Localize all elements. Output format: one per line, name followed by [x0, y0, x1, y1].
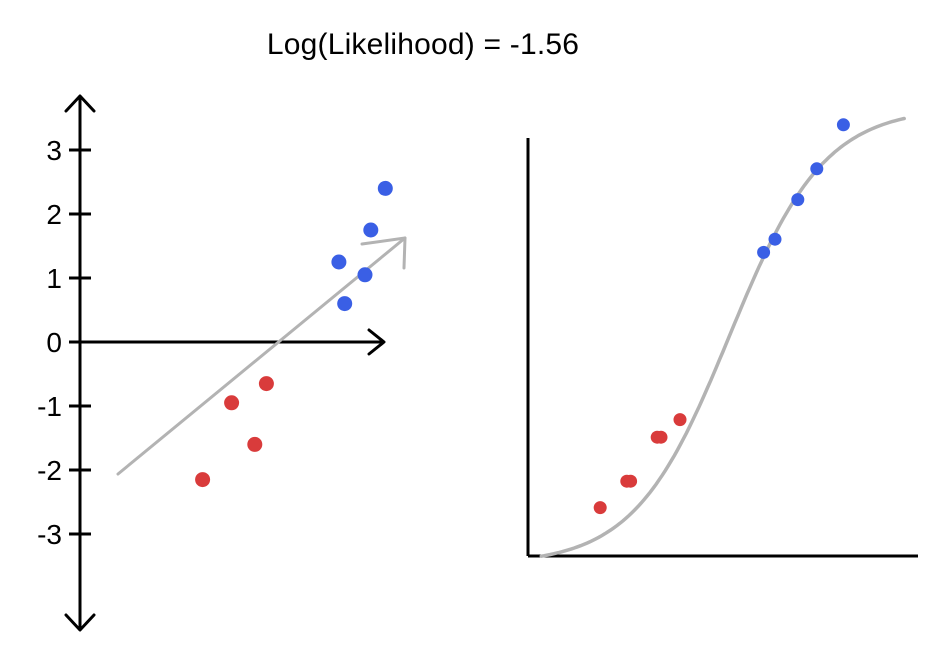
- y-tick-label: 3: [46, 135, 62, 166]
- y-tick-label: 2: [46, 199, 62, 230]
- data-point: [836, 118, 850, 132]
- data-point: [195, 472, 211, 488]
- data-point: [363, 222, 379, 238]
- y-axis-top-arrowhead: [64, 94, 96, 113]
- data-point: [331, 254, 347, 270]
- data-point: [673, 413, 687, 427]
- data-point: [357, 267, 373, 283]
- data-point: [791, 193, 805, 207]
- projection-arrowhead: [360, 236, 407, 270]
- data-point: [624, 474, 638, 488]
- data-point: [757, 245, 771, 259]
- projection-arrow-line: [116, 236, 407, 476]
- y-tick-label: -2: [37, 455, 62, 486]
- data-point: [258, 376, 274, 392]
- data-point: [810, 162, 824, 176]
- y-tick-label: -3: [37, 519, 62, 550]
- data-point: [377, 180, 393, 196]
- data-point: [247, 436, 263, 452]
- x-axis-arrowhead: [367, 328, 386, 356]
- data-point: [593, 501, 607, 515]
- data-point: [654, 430, 668, 444]
- y-tick-label: 1: [46, 263, 62, 294]
- data-point: [224, 395, 240, 411]
- y-tick-label: -1: [37, 391, 62, 422]
- data-point: [768, 232, 782, 246]
- data-point: [337, 296, 353, 312]
- y-tick-label: 0: [46, 327, 62, 358]
- sigmoid-curve: [539, 116, 906, 558]
- y-axis-bottom-arrowhead: [64, 613, 96, 632]
- chart-title: Log(Likelihood) = -1.56: [266, 28, 580, 61]
